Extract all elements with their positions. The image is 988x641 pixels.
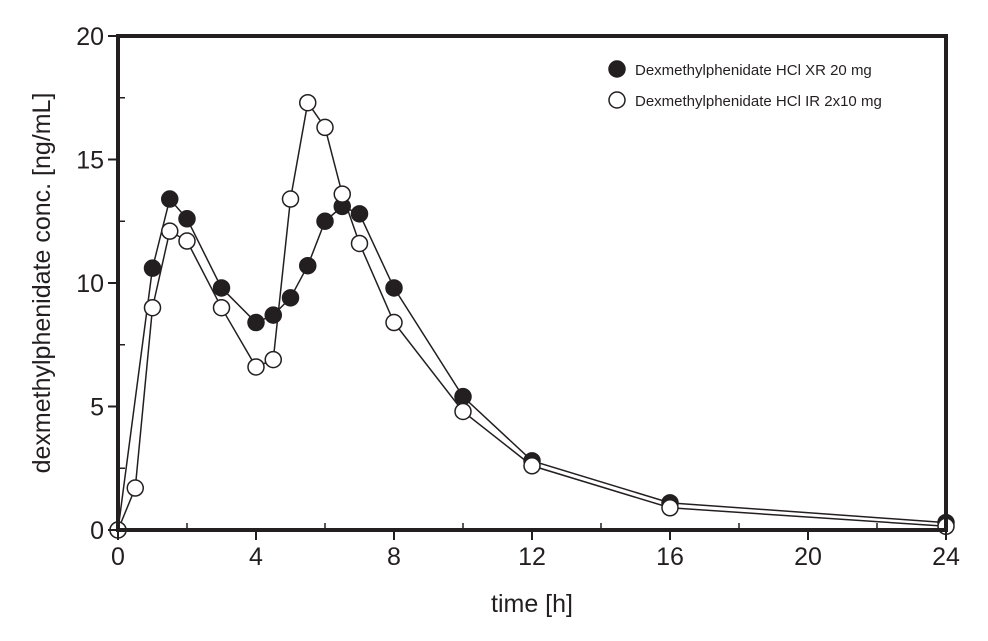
data-point [454,402,472,421]
data-point [316,118,334,137]
x-tick-label: 4 [249,543,263,571]
data-point [247,313,265,332]
legend-marker-ir [608,91,626,109]
data-point [212,298,231,317]
legend-marker-xr [608,60,626,78]
data-point [178,232,196,250]
data-point [350,205,369,223]
data-point [385,313,403,332]
data-point [454,387,472,406]
data-point [143,298,162,317]
series-xr [117,197,947,531]
x-axis-label: time [h] [491,590,573,618]
data-point [264,306,282,324]
data-point [333,185,351,203]
data-point [178,210,196,228]
data-point [161,190,179,208]
ticks-layer: 0 4 8 12 16 20 24 0 5 10 15 20 [76,23,960,571]
series-layer [109,93,955,539]
y-tick-label: 5 [90,394,104,422]
series-line [117,197,947,531]
data-point [299,256,317,275]
data-point [281,190,300,208]
x-tick-label: 20 [794,543,822,571]
data-point [385,279,403,297]
y-tick-label: 20 [76,23,104,51]
markers-ir [109,93,955,539]
data-point [247,358,265,376]
data-point [316,212,334,230]
y-tick-label: 10 [76,270,104,298]
y-tick-label: 0 [90,517,104,545]
data-point [523,457,541,475]
data-point [299,93,317,112]
x-tick-label: 12 [518,543,546,571]
data-point [161,222,179,240]
x-tick-label: 8 [387,543,401,571]
x-tick-label: 0 [111,543,125,571]
legend-label-ir: Dexmethylphenidate HCl IR 2x10 mg [635,93,882,110]
legend: Dexmethylphenidate HCl XR 20 mg Dexmethy… [608,60,882,110]
y-axis-label: dexmethylphenidate conc. [ng/mL] [28,93,56,474]
legend-label-xr: Dexmethylphenidate HCl XR 20 mg [635,62,872,79]
data-point [350,234,369,253]
markers-xr [109,190,955,539]
data-point [661,499,679,517]
series-line [117,100,947,531]
x-tick-label: 16 [656,543,684,571]
data-point [126,479,144,497]
data-point [143,259,162,277]
x-tick-label: 24 [932,543,960,571]
data-point [264,350,282,369]
series-ir [117,100,947,531]
data-point [212,279,231,297]
data-point [281,289,300,307]
y-tick-label: 15 [76,147,104,175]
